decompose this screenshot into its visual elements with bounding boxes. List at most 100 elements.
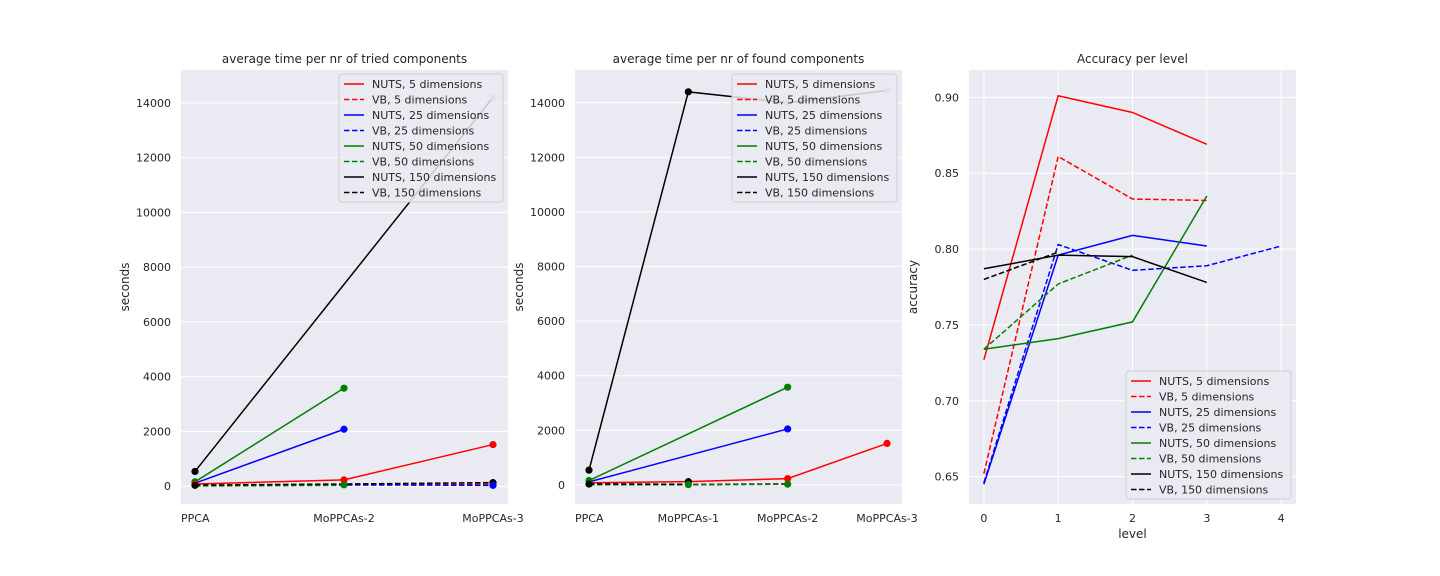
chart-panel-2: 0 2000 4000 6000 8000 10000 12000 14000 PPCA MoPP… [512, 52, 918, 525]
data-point-marker [340, 476, 348, 484]
y-tick-label: 0.70 [935, 395, 960, 408]
y-tick-label: 10000 [136, 206, 171, 219]
y-tick-label: 0.85 [935, 167, 960, 180]
legend-label: NUTS, 150 dimensions [765, 171, 889, 184]
data-point-marker [585, 480, 593, 488]
legend-label: NUTS, 25 dimensions [372, 109, 489, 122]
legend-label: NUTS, 50 dimensions [1159, 437, 1276, 450]
legend-label: VB, 50 dimensions [372, 156, 475, 169]
y-tick-label: 0.80 [935, 243, 960, 256]
data-point-marker [784, 480, 792, 488]
legend-box [338, 73, 504, 203]
x-tick-label: MoPPCAs-3 [462, 512, 523, 525]
data-point-marker [784, 475, 792, 483]
y-tick-label: 6000 [143, 316, 171, 329]
series-line-8 [983, 251, 1059, 281]
legend-label: VB, 150 dimensions [372, 187, 482, 200]
y-tick-label: 4000 [143, 371, 171, 384]
legend-label: VB, 5 dimensions [372, 94, 468, 107]
legend-label: VB, 150 dimensions [1159, 484, 1269, 497]
chart-panel-1: 0 2000 4000 6000 8000 10000 12000 14000 PPCA MoPP… [118, 52, 524, 525]
y-tick-label: 12000 [136, 152, 171, 165]
legend-label: NUTS, 5 dimensions [1159, 375, 1269, 388]
x-tick-label: MoPPCAs-2 [757, 512, 818, 525]
y-axis-label: seconds [512, 262, 526, 311]
legend-label: VB, 5 dimensions [765, 94, 861, 107]
series-line-1 [588, 442, 888, 484]
x-tick-label: 3 [1203, 512, 1210, 525]
x-tick-label: MoPPCAs-1 [658, 512, 719, 525]
y-tick-label: 6000 [537, 315, 565, 328]
legend-label: NUTS, 5 dimensions [372, 78, 482, 91]
data-point-marker [340, 425, 348, 433]
y-tick-label: 0.90 [935, 91, 960, 104]
legend-label: NUTS, 25 dimensions [765, 109, 882, 122]
legend: NUTS, 5 dimensions VB, 5 dimensions NUTS, … [1125, 370, 1292, 500]
data-point-marker [489, 440, 497, 449]
legend-label: NUTS, 50 dimensions [765, 140, 882, 153]
legend-label: VB, 150 dimensions [765, 187, 875, 200]
y-tick-label: 2000 [143, 425, 171, 438]
legend-label: VB, 50 dimensions [1159, 453, 1262, 466]
data-point-marker [784, 425, 792, 433]
x-tick-label: MoPPCAs-3 [856, 512, 917, 525]
legend-box [731, 73, 898, 203]
data-point-marker [191, 481, 199, 489]
series-line-3 [588, 428, 788, 483]
series-line-6 [194, 484, 345, 487]
y-tick-label: 10000 [530, 206, 565, 219]
chart-title: average time per nr of found components [613, 52, 865, 66]
series-line-5 [588, 386, 788, 482]
data-point-marker [684, 88, 692, 96]
y-tick-label: 4000 [537, 370, 565, 383]
series-line-8 [588, 483, 689, 486]
x-tick-label: PPCA [575, 512, 604, 525]
y-axis-label: accuracy [906, 260, 920, 314]
y-tick-label: 0.65 [935, 471, 960, 484]
legend-label: VB, 25 dimensions [1159, 422, 1262, 435]
x-axis-label: level [1118, 527, 1147, 541]
y-tick-label: 12000 [530, 151, 565, 164]
legend: NUTS, 5 dimensions VB, 5 dimensions NUTS, … [731, 73, 898, 203]
legend-label: NUTS, 150 dimensions [372, 171, 496, 184]
legend-label: NUTS, 50 dimensions [372, 140, 489, 153]
x-tick-label: 2 [1129, 512, 1136, 525]
x-tick-label: PPCA [181, 512, 210, 525]
x-tick-label: 0 [980, 512, 987, 525]
series-line-6 [983, 254, 1133, 350]
legend-label: NUTS, 5 dimensions [765, 78, 875, 91]
legend-label: VB, 25 dimensions [765, 125, 868, 138]
chart-panel-3: 0.65 0.70 0.75 0.80 0.85 0.90 0 1 2 3 4 Accuracy pe… [906, 52, 1296, 541]
data-point-marker [340, 384, 348, 392]
y-tick-label: 8000 [143, 261, 171, 274]
series-line-3 [983, 234, 1207, 485]
chart-title: average time per nr of tried components [222, 52, 467, 66]
legend-label: VB, 50 dimensions [765, 156, 868, 169]
data-point-marker [489, 481, 497, 489]
legend-label: VB, 5 dimensions [1159, 391, 1255, 404]
legend-label: NUTS, 150 dimensions [1159, 468, 1283, 481]
x-tick-label: 1 [1055, 512, 1062, 525]
y-tick-label: 14000 [530, 97, 565, 110]
series-line-3 [194, 428, 345, 484]
y-tick-label: 2000 [537, 424, 565, 437]
legend-label: VB, 25 dimensions [372, 125, 475, 138]
y-tick-label: 8000 [537, 261, 565, 274]
y-tick-label: 0 [164, 480, 171, 493]
x-tick-label: 4 [1278, 512, 1285, 525]
series-line-1 [983, 94, 1208, 361]
data-point-marker [883, 439, 891, 448]
y-tick-label: 0.75 [935, 319, 960, 332]
series-line-5 [194, 387, 345, 483]
data-point-marker [191, 467, 199, 476]
data-point-marker [684, 481, 692, 489]
series-line-2 [983, 155, 1207, 474]
chart-title: Accuracy per level [1077, 52, 1188, 66]
legend: NUTS, 5 dimensions VB, 5 dimensions NUTS, … [338, 73, 504, 203]
legend-label: NUTS, 25 dimensions [1159, 406, 1276, 419]
y-axis-label: seconds [118, 262, 132, 311]
data-point-marker [340, 481, 348, 489]
series-line-4 [983, 243, 1282, 483]
data-point-marker [784, 383, 792, 391]
